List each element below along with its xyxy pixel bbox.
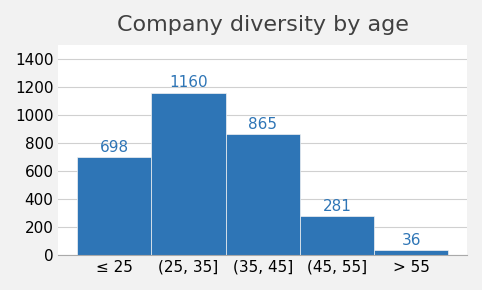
Bar: [374, 250, 448, 255]
Bar: [226, 134, 300, 255]
Text: 1160: 1160: [169, 75, 208, 90]
Text: 281: 281: [322, 199, 351, 214]
Text: 36: 36: [402, 233, 421, 248]
Bar: [77, 157, 151, 255]
Text: 698: 698: [99, 140, 129, 155]
Text: 865: 865: [248, 117, 277, 132]
Title: Company diversity by age: Company diversity by age: [117, 15, 409, 35]
Bar: [300, 216, 374, 255]
Bar: [151, 93, 226, 255]
